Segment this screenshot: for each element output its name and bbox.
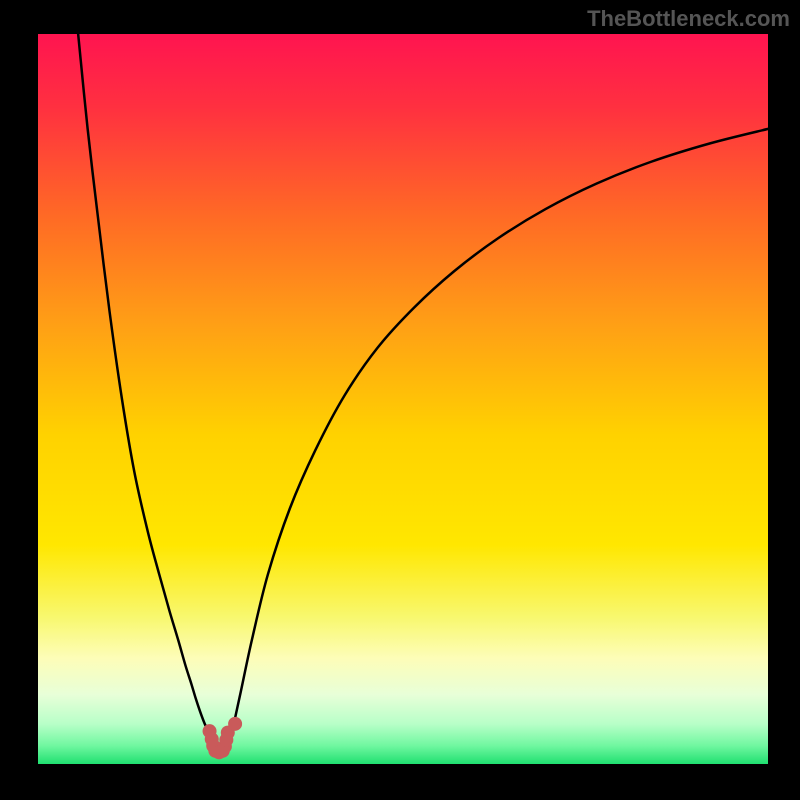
source-watermark: TheBottleneck.com bbox=[587, 6, 790, 32]
marker-dot bbox=[228, 717, 242, 731]
chart-plot-area bbox=[38, 34, 768, 764]
bottleneck-curves bbox=[38, 34, 768, 764]
curve-rising-branch bbox=[234, 129, 768, 725]
curve-falling-branch bbox=[78, 34, 211, 737]
